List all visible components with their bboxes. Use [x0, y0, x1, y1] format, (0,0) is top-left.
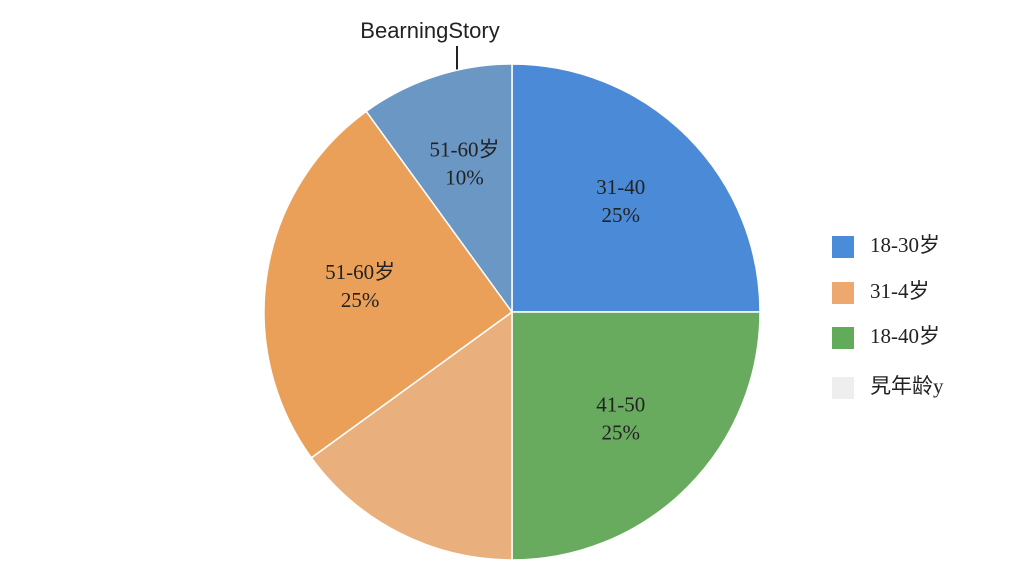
slice-value-label: 10% [445, 166, 484, 190]
slice-value-label: 25% [341, 288, 380, 312]
pie-slice [263, 110, 514, 459]
slice-value-label: 25% [601, 421, 640, 445]
legend-label: 31-4岁 [870, 279, 930, 303]
legend-label: 旯年龄y [870, 374, 944, 398]
chart-title: BearningStory [360, 18, 499, 43]
legend-swatch [832, 236, 854, 258]
pie: 31-40 25% 41-50 25% 51-60岁 25% 51-60岁 10% [263, 63, 761, 561]
pie-slice [511, 63, 761, 313]
legend-swatch [832, 327, 854, 349]
legend-label: 18-30岁 [870, 233, 940, 257]
slice-label: 51-60岁 [325, 260, 395, 284]
pie-slice [310, 310, 513, 561]
slice-label: 41-50 [596, 393, 645, 417]
pie-slice [365, 63, 513, 315]
legend-label: 18-40岁 [870, 324, 940, 348]
legend-swatch [832, 377, 854, 399]
pie-slice [511, 311, 761, 561]
slice-label: 51-60岁 [429, 138, 499, 162]
slice-value-label: 25% [601, 203, 640, 227]
slice-label: 31-40 [596, 175, 645, 199]
legend-swatch [832, 282, 854, 304]
